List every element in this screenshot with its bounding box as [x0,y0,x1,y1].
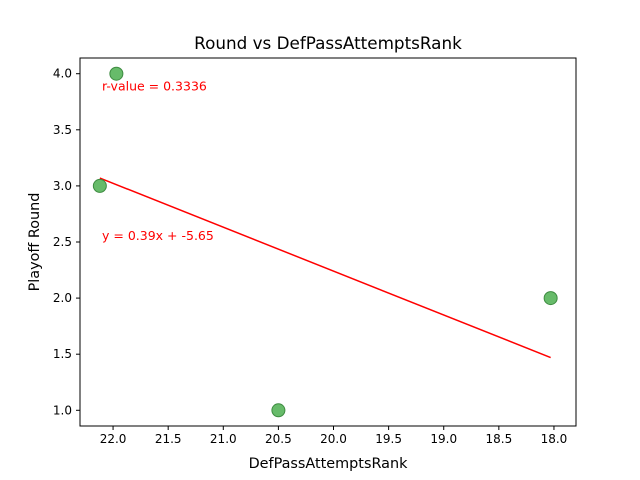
y-tick-label: 3.0 [53,179,72,193]
y-tick-label: 2.5 [53,235,72,249]
equation-annotation: y = 0.39x + -5.65 [102,228,214,243]
x-tick-label: 18.5 [485,432,512,446]
x-tick-label: 21.0 [210,432,237,446]
y-axis-label: Playoff Round [27,193,43,292]
y-tick-label: 2.0 [53,291,72,305]
data-point [92,178,107,193]
regression-line [99,177,551,359]
x-axis-label: DefPassAttemptsRank [249,456,408,472]
chart-title: Round vs DefPassAttemptsRank [194,33,462,53]
x-tick-label: 22.0 [100,432,127,446]
x-tick-label: 18.0 [541,432,568,446]
y-tick-label: 1.0 [53,403,72,417]
x-tick-label: 20.5 [265,432,292,446]
r-value-annotation: r-value = 0.3336 [102,79,207,94]
x-tick-label: 19.5 [375,432,402,446]
data-point [271,403,286,418]
data-point [109,66,124,81]
y-tick-label: 3.5 [53,123,72,137]
x-tick-label: 19.0 [430,432,457,446]
y-tick-label: 1.5 [53,347,72,361]
x-tick-label: 20.0 [320,432,347,446]
plot-area: 22.0 21.5 21.0 20.5 20.0 19.5 19.0 18.5 18.0 1.0 1… [53,57,577,446]
x-tick-label: 21.5 [155,432,182,446]
data-point [543,291,558,306]
y-tick-label: 4.0 [53,67,72,81]
